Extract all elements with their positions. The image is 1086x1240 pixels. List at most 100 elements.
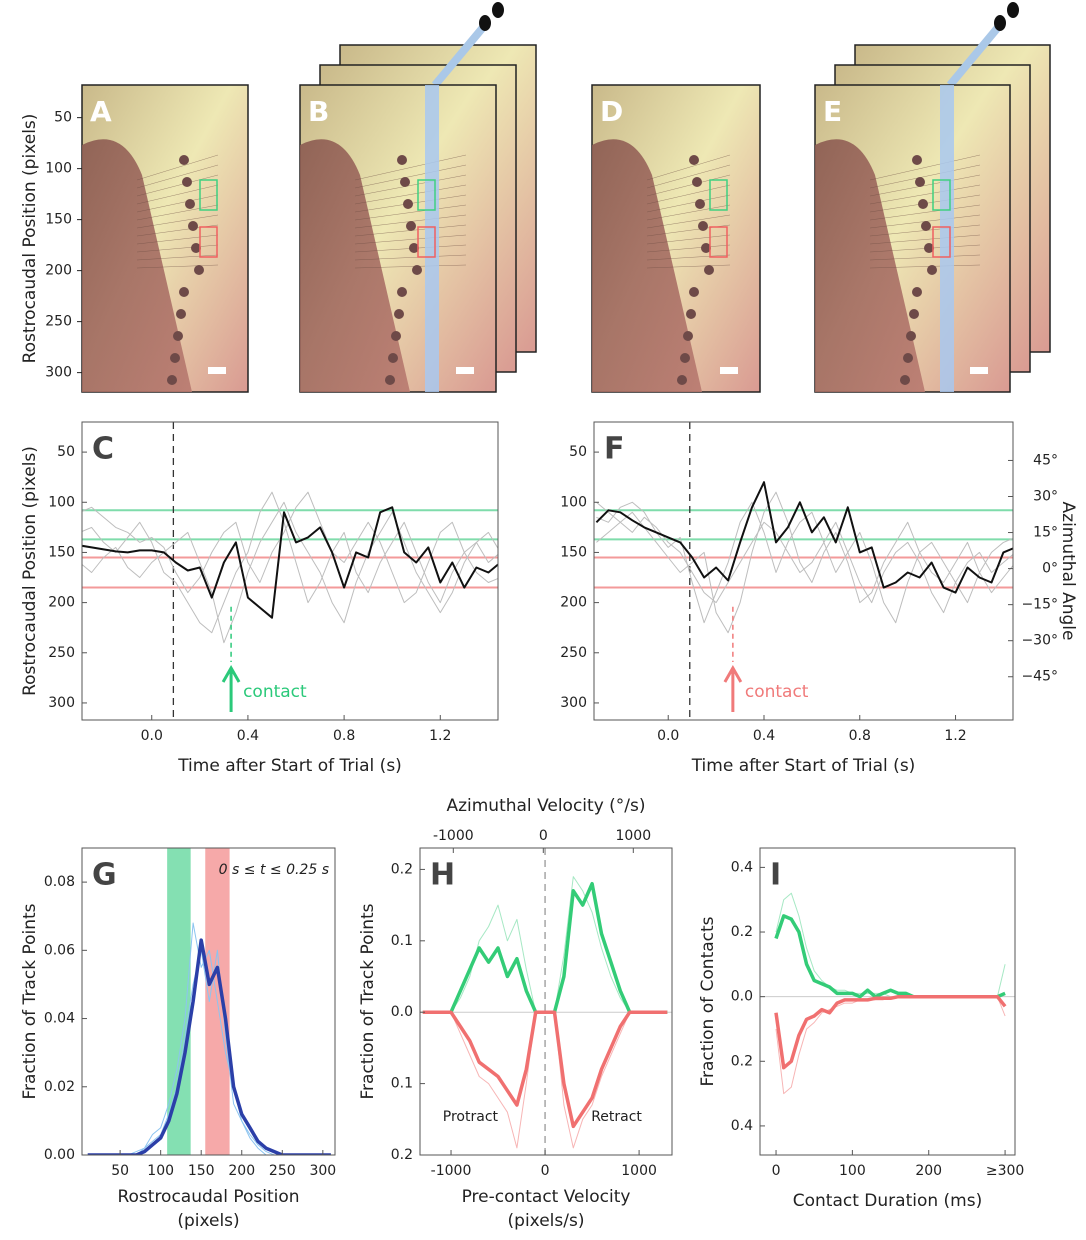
dot xyxy=(412,265,422,275)
x-tick-label: 0.8 xyxy=(849,728,871,744)
x-tick-label: 300 xyxy=(309,1163,336,1179)
dot xyxy=(915,177,925,187)
roi-green xyxy=(199,179,218,211)
whisker xyxy=(354,154,467,181)
dot xyxy=(689,287,699,297)
whisker xyxy=(136,264,219,269)
whisker xyxy=(869,234,981,245)
y-tick-label: 50 xyxy=(54,110,72,126)
x-tick-label: 0.0 xyxy=(141,728,163,744)
whisker xyxy=(646,164,731,189)
whisker xyxy=(646,204,731,221)
contact-arrow xyxy=(221,664,241,712)
dot xyxy=(704,265,714,275)
whisker xyxy=(354,254,467,261)
y2-tick-label: 15° xyxy=(1033,525,1058,541)
dot xyxy=(912,155,922,165)
dot xyxy=(689,155,699,165)
whisker xyxy=(136,154,219,181)
plot-area xyxy=(87,848,331,1155)
y-tick-label: 250 xyxy=(45,314,72,330)
y-tick-label: 0.00 xyxy=(44,1147,75,1163)
whisker xyxy=(136,164,219,189)
dot xyxy=(191,243,201,253)
plot-frame xyxy=(81,847,336,1156)
plot-frame xyxy=(593,421,1014,721)
y-tick-label: 100 xyxy=(560,494,587,510)
x-tick-label: 100 xyxy=(839,1163,866,1179)
y-tick-label: 0.0 xyxy=(391,1004,413,1020)
annotation: Protract xyxy=(443,1109,499,1125)
whisker xyxy=(646,254,731,261)
y-tick-label: 300 xyxy=(45,365,72,381)
x2-axis-label: Azimuthal Velocity (°/s) xyxy=(446,796,645,816)
annotation: contact xyxy=(243,682,307,702)
scale-bar xyxy=(720,367,738,374)
dot xyxy=(179,287,189,297)
dot xyxy=(388,353,398,363)
series-line xyxy=(596,491,1013,634)
scale-bar xyxy=(456,367,474,374)
whisker xyxy=(869,174,981,197)
x-tick-label: 1.2 xyxy=(429,728,451,744)
y2-tick-label: −45° xyxy=(1021,669,1058,685)
dot xyxy=(927,265,937,275)
whisker xyxy=(869,154,981,181)
face xyxy=(300,139,410,392)
plot-area xyxy=(82,422,498,720)
dot xyxy=(179,155,189,165)
y-tick-label: 200 xyxy=(45,263,72,279)
series-line xyxy=(87,949,331,1155)
x-tick-label: ≥300 xyxy=(986,1163,1024,1179)
dot xyxy=(182,177,192,187)
y2-tick-label: 45° xyxy=(1033,452,1058,468)
series-line xyxy=(422,1010,668,1129)
x-axis-label: (pixels/s) xyxy=(508,1211,585,1231)
whisker xyxy=(136,194,219,213)
series-line xyxy=(774,914,1006,999)
series-line xyxy=(82,501,498,644)
x2-tick-label: 0 xyxy=(539,828,548,844)
series-line xyxy=(775,892,1006,998)
x-axis-label: Contact Duration (ms) xyxy=(793,1191,982,1211)
whisker xyxy=(136,204,219,221)
dot xyxy=(397,155,407,165)
whisker xyxy=(646,214,731,229)
x-tick-label: 200 xyxy=(228,1163,255,1179)
y-tick-label: 50 xyxy=(57,444,75,460)
whisker xyxy=(646,174,731,197)
series-line xyxy=(596,501,1013,614)
whisker xyxy=(869,264,981,269)
series-line xyxy=(82,506,498,619)
plot-frame xyxy=(419,847,673,1156)
dot xyxy=(912,287,922,297)
y-tick-label: 0.1 xyxy=(391,1076,413,1092)
pole-shadow xyxy=(940,85,954,392)
panel-letter: B xyxy=(308,95,329,128)
x-tick-label: 50 xyxy=(111,1163,129,1179)
series-line xyxy=(87,922,331,1155)
y-tick-label: 0.08 xyxy=(44,874,75,890)
y-axis-label: Fraction of Contacts xyxy=(698,916,718,1086)
dot xyxy=(409,243,419,253)
y-tick-label: 100 xyxy=(48,494,75,510)
x-tick-label: 250 xyxy=(269,1163,296,1179)
y-tick-label: 300 xyxy=(560,695,587,711)
dot xyxy=(909,309,919,319)
dot xyxy=(400,177,410,187)
dot xyxy=(397,287,407,297)
x-axis-label: (pixels) xyxy=(177,1211,239,1231)
dot xyxy=(176,309,186,319)
panel-letter: H xyxy=(430,858,455,893)
dot xyxy=(394,309,404,319)
roi-green xyxy=(709,179,728,211)
series-line xyxy=(774,994,1007,1070)
dot xyxy=(906,331,916,341)
image-panel xyxy=(591,84,761,393)
face xyxy=(815,139,925,392)
pole-tip xyxy=(479,15,491,31)
whisker xyxy=(869,164,981,189)
y-tick-label: 0.02 xyxy=(44,1079,75,1095)
dot xyxy=(170,353,180,363)
y2-tick-label: 30° xyxy=(1033,489,1058,505)
